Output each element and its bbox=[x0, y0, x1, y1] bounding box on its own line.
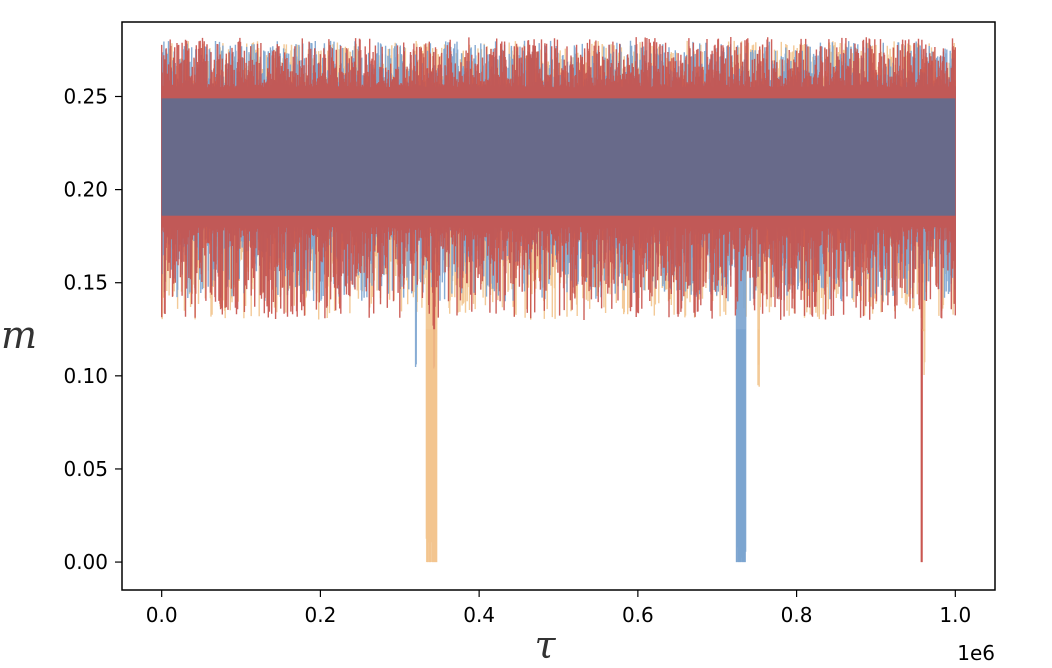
x-tick-label: 0.6 bbox=[622, 603, 654, 627]
x-tick-label: 0.0 bbox=[146, 603, 178, 627]
x-tick-label: 0.8 bbox=[781, 603, 813, 627]
x-tick-label: 0.4 bbox=[463, 603, 495, 627]
x-axis: 0.0 0.2 0.4 0.6 0.8 1.0 bbox=[146, 590, 971, 627]
x-tick-label: 0.2 bbox=[305, 603, 337, 627]
y-tick-label: 0.20 bbox=[63, 178, 108, 202]
x-tick-label: 1.0 bbox=[939, 603, 971, 627]
y-tick-label: 0.10 bbox=[63, 364, 108, 388]
y-axis: 0.00 0.05 0.10 0.15 0.20 0.25 bbox=[63, 84, 122, 574]
y-tick-label: 0.05 bbox=[63, 457, 108, 481]
series-band-overlay bbox=[161, 98, 956, 216]
y-axis-label: m bbox=[1, 313, 37, 357]
x-axis-label: τ bbox=[534, 623, 556, 667]
series-drop-1-3 bbox=[921, 329, 926, 332]
plot-area bbox=[161, 36, 956, 563]
plot-frame bbox=[121, 21, 996, 591]
y-tick-label: 0.00 bbox=[63, 550, 108, 574]
y-tick-label: 0.15 bbox=[63, 271, 108, 295]
series-drop-3-1 bbox=[921, 329, 923, 563]
x-offset-label: 1e6 bbox=[957, 641, 995, 665]
series-drop-2-1 bbox=[736, 329, 746, 563]
series-drop-1-2 bbox=[757, 329, 760, 365]
series-drop-1-1 bbox=[425, 329, 438, 563]
y-tick-label: 0.25 bbox=[63, 84, 108, 108]
